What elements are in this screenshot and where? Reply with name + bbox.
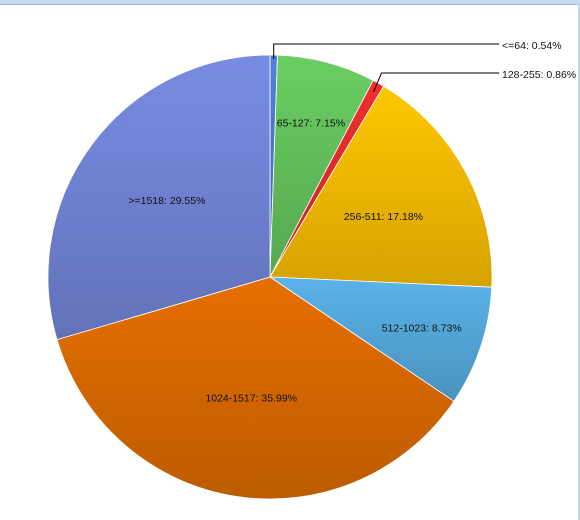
window-top-border xyxy=(0,0,580,5)
pie-label-1: <=64: 0.54% xyxy=(502,40,562,52)
pie-slice-5 xyxy=(268,276,493,402)
pie-leader-lines xyxy=(273,43,499,93)
leader-line-1 xyxy=(273,43,499,59)
pie-label-2: 65-127: 7.15% xyxy=(277,118,345,130)
window-right-border xyxy=(578,0,580,520)
pie-label-5: 512-1023: 8.73% xyxy=(382,322,462,334)
pie-slice-7 xyxy=(47,54,271,341)
pie-label-7: >=1518: 29.55% xyxy=(128,195,205,207)
pie-slice-2 xyxy=(269,54,374,278)
leader-line-3 xyxy=(373,72,499,93)
pie-label-4: 256-511: 17.18% xyxy=(344,211,423,223)
pie-labels: <=64: 0.54% 65-127: 7.15% 128-255: 0.86% 25… xyxy=(128,40,576,405)
pie-label-6: 1024-1517: 35.99% xyxy=(205,393,297,405)
pie-slice-6 xyxy=(56,276,455,500)
pie-label-3: 128-255: 0.86% xyxy=(502,69,576,81)
pie-slice-4 xyxy=(269,85,493,288)
pie-slices xyxy=(47,54,493,500)
